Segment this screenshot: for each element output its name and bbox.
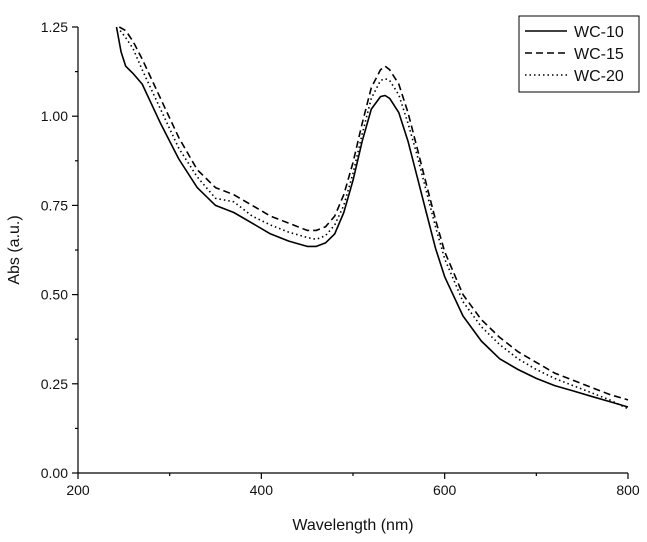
series-line-wc-15	[118, 26, 629, 401]
x-tick-label: 600	[433, 482, 457, 498]
y-tick-label: 0.25	[41, 376, 68, 392]
legend: WC-10 WC-15 WC-20	[518, 15, 640, 93]
legend-label: WC-15	[574, 46, 624, 63]
y-tick-label: 1.25	[41, 19, 68, 35]
legend-items: WC-10 WC-15 WC-20	[525, 24, 624, 85]
series-line-wc-20	[119, 30, 629, 410]
legend-label: WC-20	[574, 68, 624, 85]
x-tick-label: 800	[616, 482, 640, 498]
legend-box	[518, 15, 640, 93]
y-axis-ticks: 0.00 0.25 0.50 0.75 1.00 1.25	[41, 19, 78, 481]
x-axis-title: Wavelength (nm)	[292, 517, 413, 534]
y-axis-title: Abs (a.u.)	[6, 215, 23, 284]
x-axis-ticks: 200 400 600 800	[66, 473, 640, 498]
y-tick-label: 0.75	[41, 197, 68, 213]
series-layer	[115, 26, 629, 410]
series-line-wc-10	[115, 26, 629, 408]
x-tick-label: 400	[250, 482, 274, 498]
plot-area: 200 400 600 800 0.00 0.25 0.50 0.75 1.00 1.25	[41, 19, 640, 498]
legend-label: WC-10	[574, 24, 624, 41]
y-tick-label: 1.00	[41, 108, 68, 124]
y-tick-label: 0.00	[41, 465, 68, 481]
y-tick-label: 0.50	[41, 287, 68, 303]
x-tick-label: 200	[66, 482, 90, 498]
